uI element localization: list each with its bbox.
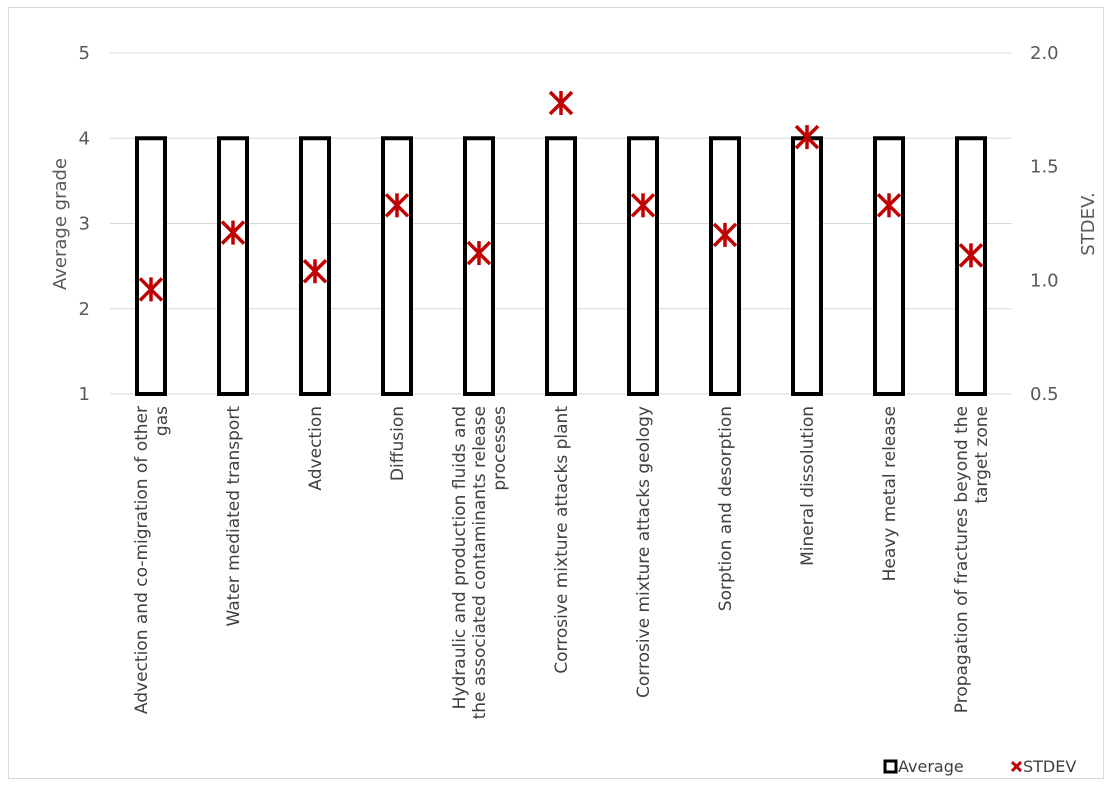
bar-average bbox=[791, 136, 823, 396]
stdev-marker bbox=[548, 90, 574, 116]
category-label: Mineral dissolution bbox=[798, 406, 818, 566]
category-label: Water mediated transport bbox=[224, 406, 244, 627]
legend: Average STDEV bbox=[883, 757, 1076, 776]
y2-tick-label: 1.5 bbox=[1030, 157, 1059, 178]
y2-tick-label: 2.0 bbox=[1030, 43, 1059, 64]
legend-label-stdev: STDEV bbox=[1023, 757, 1076, 776]
bar-average bbox=[627, 136, 659, 396]
bar-average bbox=[135, 136, 167, 396]
bar-average bbox=[381, 136, 413, 396]
stdev-markers bbox=[138, 90, 984, 302]
legend-swatch-average bbox=[883, 759, 898, 774]
y-tick-label: 4 bbox=[79, 128, 90, 149]
y-tick-label: 2 bbox=[79, 299, 90, 320]
y-axis-ticks: 1 2 3 4 5 bbox=[79, 43, 90, 405]
y-tick-label: 3 bbox=[79, 214, 90, 235]
stdev-marker bbox=[138, 277, 164, 302]
stdev-marker bbox=[466, 240, 492, 266]
bar-average bbox=[299, 136, 331, 396]
y-tick-label: 5 bbox=[79, 43, 90, 64]
category-label: Sorption and desorption bbox=[716, 406, 736, 611]
category-label: Hydraulic and production fluids andthe a… bbox=[450, 406, 510, 720]
bar-average bbox=[545, 136, 577, 396]
average-bars bbox=[135, 136, 987, 396]
legend-label-average: Average bbox=[898, 757, 964, 776]
y2-tick-label: 0.5 bbox=[1030, 384, 1059, 405]
bar-average bbox=[463, 136, 495, 396]
category-label: Heavy metal release bbox=[880, 406, 900, 581]
bar-average bbox=[709, 136, 741, 396]
stdev-marker bbox=[712, 222, 738, 248]
y2-axis-title: STDEV. bbox=[1078, 192, 1099, 255]
stdev-marker bbox=[220, 220, 246, 245]
stdev-marker bbox=[630, 193, 656, 218]
legend-swatch-stdev bbox=[1010, 760, 1023, 773]
bar-average bbox=[873, 136, 905, 396]
stdev-marker bbox=[958, 243, 984, 268]
category-label: Corrosive mixture attacks plant bbox=[552, 406, 572, 674]
stdev-marker bbox=[794, 124, 820, 150]
category-label: Diffusion bbox=[388, 406, 408, 481]
y-tick-label: 1 bbox=[79, 384, 90, 405]
category-label: Advection and co-migration of othergas bbox=[132, 406, 172, 714]
bar-average bbox=[217, 136, 249, 396]
stdev-marker bbox=[384, 193, 410, 218]
y2-axis-ticks: 0.5 1.0 1.5 2.0 bbox=[1030, 43, 1059, 405]
stdev-marker bbox=[302, 259, 328, 284]
category-label: Propagation of fractures beyond thetarge… bbox=[952, 406, 992, 713]
y-axis-title: Average grade bbox=[50, 158, 71, 290]
category-label: Corrosive mixture attacks geology bbox=[634, 406, 654, 698]
stdev-marker bbox=[876, 193, 902, 218]
category-labels: Advection and co-migration of othergas Wa… bbox=[132, 406, 992, 720]
y2-tick-label: 1.0 bbox=[1030, 270, 1059, 291]
category-label: Advection bbox=[306, 406, 326, 491]
